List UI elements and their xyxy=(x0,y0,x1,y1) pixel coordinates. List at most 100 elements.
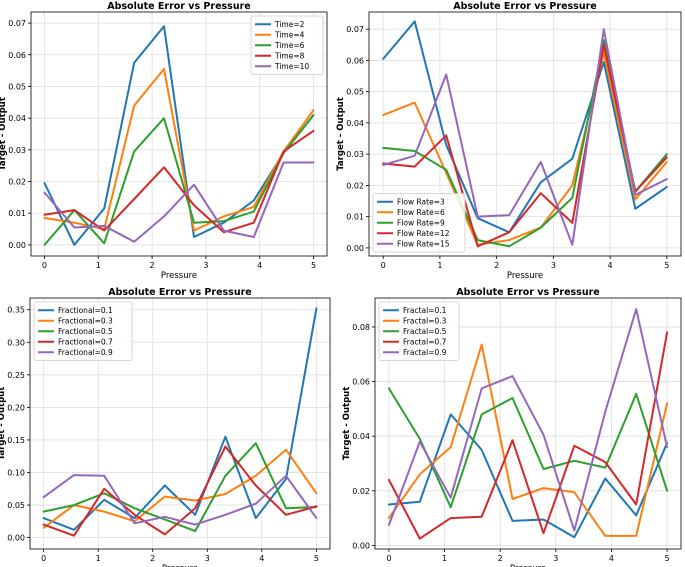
chart-title: Absolute Error vs Pressure xyxy=(107,1,250,12)
x-tick-label: 2 xyxy=(498,554,503,563)
x-tick-label: 3 xyxy=(551,261,556,270)
y-tick-label: 0.04 xyxy=(8,114,26,123)
x-tick-label: 4 xyxy=(259,554,264,563)
x-tick-label: 4 xyxy=(608,261,613,270)
legend-label: Fractal=0.3 xyxy=(403,317,447,326)
legend-label: Fractal=0.5 xyxy=(403,327,447,336)
x-tick-label: 0 xyxy=(381,261,386,270)
legend-label: Time=8 xyxy=(274,52,305,61)
chart-4: 0 1 2 3 4 5 0.00 0.02 0.04 0.06 0.08 Absolute Error… xyxy=(342,287,682,567)
y-tick-label: 0.08 xyxy=(352,323,370,332)
y-tick-label: 0.00 xyxy=(8,241,26,250)
x-tick-label: 5 xyxy=(664,261,669,270)
series-line xyxy=(382,20,668,234)
legend-label: Time=4 xyxy=(274,31,305,40)
x-tick-label: 1 xyxy=(96,261,101,270)
y-tick-label: 0.06 xyxy=(346,56,364,65)
y-tick-label: 0.04 xyxy=(346,119,364,128)
series-line xyxy=(387,387,669,509)
legend: Fractional=0.1Fractional=0.3Fractional=0… xyxy=(33,301,133,361)
x-tick-label: 4 xyxy=(257,261,262,270)
legend-label: Time=2 xyxy=(274,20,305,29)
y-tick-label: 0.05 xyxy=(7,501,25,510)
y-tick-label: 0.00 xyxy=(346,244,364,253)
series-line xyxy=(43,161,315,243)
series-line xyxy=(42,448,318,529)
legend-label: Flow Rate=9 xyxy=(397,219,445,228)
y-tick-label: 0.15 xyxy=(7,436,25,445)
x-tick-label: 2 xyxy=(494,261,499,270)
x-tick-label: 1 xyxy=(437,261,442,270)
y-tick-label: 0.30 xyxy=(7,338,25,347)
series-line xyxy=(43,129,315,234)
y-tick-label: 0.03 xyxy=(346,150,364,159)
y-tick-label: 0.02 xyxy=(8,178,26,187)
legend-label: Fractal=0.1 xyxy=(403,306,447,315)
y-tick-label: 0.04 xyxy=(352,432,370,441)
x-axis-label: Pressure xyxy=(162,564,198,567)
y-tick-label: 0.35 xyxy=(7,306,25,315)
series-line xyxy=(42,307,318,531)
x-tick-label: 3 xyxy=(203,261,208,270)
plot-frame xyxy=(30,11,328,257)
x-tick-label: 2 xyxy=(150,261,155,270)
legend-label: Fractal=0.7 xyxy=(403,338,447,347)
chart-title: Absolute Error vs Pressure xyxy=(456,287,599,298)
y-axis-label: Target - Output xyxy=(0,387,7,461)
y-tick-label: 0.05 xyxy=(346,88,364,97)
y-tick-label: 0.03 xyxy=(8,146,26,155)
y-tick-label: 0.20 xyxy=(7,403,25,412)
legend-label: Fractional=0.7 xyxy=(58,338,113,347)
legend-box xyxy=(372,193,466,253)
legend-label: Flow Rate=6 xyxy=(397,208,445,217)
legend-label: Flow Rate=3 xyxy=(397,198,445,207)
legend-box xyxy=(378,301,460,361)
x-tick-label: 5 xyxy=(314,554,319,563)
chart-3: 0 1 2 3 4 5 0.00 0.05 0.10 0.15 0.20 0.25 0.30 0.35 Ab… xyxy=(0,287,331,567)
y-tick-label: 0.10 xyxy=(7,468,25,477)
x-tick-label: 0 xyxy=(41,554,46,563)
chart-title: Absolute Error vs Pressure xyxy=(453,1,596,12)
plot-frame xyxy=(374,297,682,550)
x-tick-label: 3 xyxy=(205,554,210,563)
legend-label: Fractional=0.5 xyxy=(58,327,113,336)
y-tick-label: 0.01 xyxy=(8,209,26,218)
legend-label: Fractional=0.9 xyxy=(58,348,113,357)
x-tick-label: 5 xyxy=(665,554,670,563)
y-tick-label: 0.06 xyxy=(352,378,370,387)
series-line xyxy=(42,474,318,526)
y-axis-label: Target - Output xyxy=(342,387,352,461)
legend-label: Flow Rate=12 xyxy=(397,229,450,238)
x-tick-label: 4 xyxy=(609,554,614,563)
y-tick-label: 0.00 xyxy=(352,541,370,550)
x-tick-label: 5 xyxy=(311,261,316,270)
chart-title: Absolute Error vs Pressure xyxy=(108,287,251,298)
y-tick-label: 0.00 xyxy=(7,534,25,543)
y-axis-label: Target - Output xyxy=(0,97,8,171)
chart-1: 0 1 2 3 4 5 0.00 0.01 0.02 0.03 0.04 0.05 0.06 0.07 Ab… xyxy=(0,1,328,281)
y-tick-label: 0.02 xyxy=(352,487,370,496)
y-tick-label: 0.25 xyxy=(7,371,25,380)
legend-label: Flow Rate=15 xyxy=(397,240,450,249)
series-line xyxy=(382,51,668,246)
y-tick-label: 0.05 xyxy=(8,82,26,91)
x-tick-label: 2 xyxy=(150,554,155,563)
y-tick-label: 0.02 xyxy=(346,181,364,190)
series-line xyxy=(387,343,669,537)
x-tick-label: 0 xyxy=(42,261,47,270)
legend-box xyxy=(250,15,324,75)
series-line xyxy=(382,43,668,248)
x-axis-label: Pressure xyxy=(161,271,197,281)
y-tick-label: 0.07 xyxy=(8,19,26,28)
legend-label: Fractional=0.3 xyxy=(58,317,113,326)
series-line xyxy=(387,413,669,539)
y-tick-label: 0.01 xyxy=(346,213,364,222)
series-line xyxy=(387,331,669,540)
legend-label: Time=10 xyxy=(274,62,309,71)
x-tick-label: 1 xyxy=(442,554,447,563)
plot-frame xyxy=(368,11,682,257)
